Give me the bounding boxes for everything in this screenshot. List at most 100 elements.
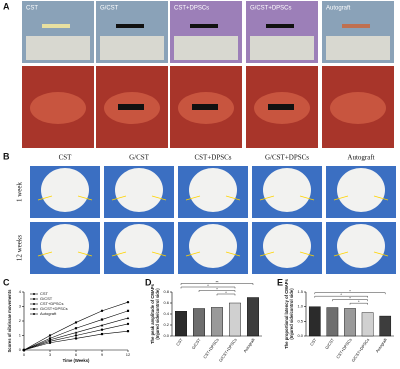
whisker <box>37 251 53 257</box>
x-tick-label: 9 <box>101 352 104 357</box>
panel-label: D <box>145 277 152 287</box>
point <box>126 330 130 333</box>
y-tick-label: 1 <box>19 333 22 338</box>
point <box>74 337 78 340</box>
y-axis-label: Scores of vibrissae movements <box>7 289 12 353</box>
y-tick-label: 2 <box>19 318 22 323</box>
column-header: CST <box>59 154 73 162</box>
bar <box>361 312 374 337</box>
x-tick-label: 6 <box>75 352 78 357</box>
column-header: CST <box>26 6 38 12</box>
point <box>100 328 104 331</box>
graft <box>268 104 294 110</box>
bar <box>211 307 223 337</box>
significance-label: ** <box>215 279 219 284</box>
panel-label: E <box>277 277 283 287</box>
whisker <box>37 195 53 201</box>
ruler <box>326 36 390 60</box>
whisker <box>185 251 201 257</box>
graft <box>42 24 70 28</box>
whisker <box>299 251 315 257</box>
legend-marker <box>33 303 35 305</box>
bar <box>344 308 356 337</box>
column-header: G/CST+DPSCs <box>250 6 292 12</box>
point <box>22 348 26 352</box>
column-header: Autograft <box>347 154 374 162</box>
column-header: CST+DPSCs <box>194 154 231 162</box>
point <box>74 321 78 324</box>
rat-head <box>263 168 311 212</box>
whisker <box>77 251 93 257</box>
graft <box>116 24 144 28</box>
whisker <box>259 195 275 201</box>
y-tick-label: 0.6 <box>163 300 169 305</box>
x-tick-label: G/CST+DPSCs <box>350 337 370 363</box>
y-tick-label: 0.0 <box>163 333 169 338</box>
point <box>74 334 78 337</box>
point <box>48 341 52 344</box>
column-header: G/CST+DPSCs <box>265 154 309 162</box>
x-tick-label: Autograft <box>242 337 256 354</box>
y-tick-label: 1.0 <box>297 304 303 309</box>
rat-head <box>189 168 237 212</box>
point <box>100 323 104 327</box>
bar <box>247 297 259 337</box>
graft <box>192 104 218 110</box>
whisker <box>151 251 167 257</box>
x-tick-label: G/CST <box>324 337 335 350</box>
x-tick-label: 3 <box>49 352 52 357</box>
y-tick-label: 1.5 <box>297 289 303 294</box>
panel-label: B <box>3 151 10 161</box>
point <box>48 334 52 337</box>
significance-label: * <box>340 292 342 297</box>
legend-label: Autograft <box>40 311 57 316</box>
point <box>100 309 104 313</box>
point <box>48 337 52 340</box>
bar <box>326 307 339 337</box>
point <box>126 309 130 312</box>
panel-label: A <box>3 1 10 11</box>
row-label: 1 week <box>16 181 24 202</box>
whisker <box>151 195 167 201</box>
y-tick-label: 0.4 <box>163 311 169 316</box>
rat-head <box>189 224 237 268</box>
y-axis-label: The proportional latency of CMAPs <box>284 278 289 348</box>
significance-bracket <box>314 292 386 295</box>
significance-bracket <box>180 283 254 285</box>
y-tick-label: 0.0 <box>297 333 303 338</box>
y-tick-label: 0 <box>19 347 22 352</box>
ruler <box>250 36 314 60</box>
rat-head <box>337 224 385 268</box>
significance-label: * <box>349 296 351 301</box>
column-header: G/CST <box>129 154 150 162</box>
significance-label: * <box>207 283 209 288</box>
ruler <box>174 36 238 60</box>
whisker <box>333 195 349 201</box>
point <box>100 318 104 321</box>
significance-bracket <box>314 295 368 298</box>
x-tick-label: G/CST+DPSCs <box>218 337 238 363</box>
x-tick-label: Autograft <box>374 337 388 354</box>
significance-label: * <box>225 290 227 295</box>
ruler <box>26 36 90 60</box>
photo-panels: CST G/CST CST+DPSCs G/CST+DPSCs Autograft <box>22 1 396 274</box>
whisker <box>259 251 275 257</box>
point <box>74 331 78 334</box>
series-line <box>23 330 129 351</box>
ruler <box>100 36 164 60</box>
column-header: Autograft <box>326 6 351 12</box>
wound <box>330 92 386 124</box>
x-tick-label: CST+DPSCs <box>202 337 220 359</box>
y-axis-label: (Injured side/control side) <box>155 288 160 340</box>
y-tick-label: 0.2 <box>163 322 169 327</box>
x-tick-label: 0 <box>23 352 26 357</box>
bar <box>308 306 321 337</box>
x-tick-label: CST <box>175 337 184 347</box>
whisker <box>225 251 241 257</box>
panel-label: C <box>3 277 10 287</box>
x-tick-label: CST <box>309 337 318 347</box>
rat-head <box>337 168 385 212</box>
y-tick-label: 4 <box>19 289 22 294</box>
point <box>74 327 78 330</box>
wound <box>30 92 86 124</box>
